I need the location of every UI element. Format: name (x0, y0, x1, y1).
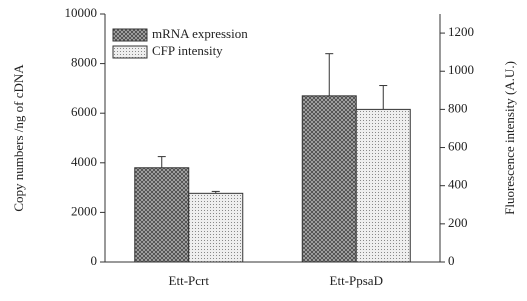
y-tick-label: 6000 (71, 104, 97, 119)
legend-swatch (112, 28, 148, 42)
y2-axis-label: Fluorescence intensity (A.U.) (502, 61, 517, 215)
y2-tick-label: 400 (448, 177, 468, 192)
bar (188, 192, 244, 263)
x-tick-label: Ett-Pcrt (169, 273, 210, 288)
bar (301, 95, 357, 263)
y2-tick-label: 600 (448, 139, 468, 154)
legend-label: mRNA expression (152, 26, 248, 41)
y-tick-label: 10000 (65, 5, 98, 20)
y2-tick-label: 200 (448, 215, 468, 230)
y2-tick-label: 800 (448, 100, 468, 115)
y-tick-label: 2000 (71, 203, 97, 218)
x-tick-label: Ett-PpsaD (330, 273, 383, 288)
y-tick-label: 8000 (71, 55, 97, 70)
legend-swatch (112, 45, 148, 59)
y2-tick-label: 1200 (448, 24, 474, 39)
y-tick-label: 4000 (71, 154, 97, 169)
y-axis-label: Copy numbers /ng of cDNA (11, 64, 26, 212)
bar (134, 167, 190, 263)
y2-tick-label: 0 (448, 253, 455, 268)
y2-tick-label: 1000 (448, 62, 474, 77)
y-tick-label: 0 (91, 253, 98, 268)
legend-label: CFP intensity (152, 43, 223, 58)
bar (355, 108, 411, 263)
